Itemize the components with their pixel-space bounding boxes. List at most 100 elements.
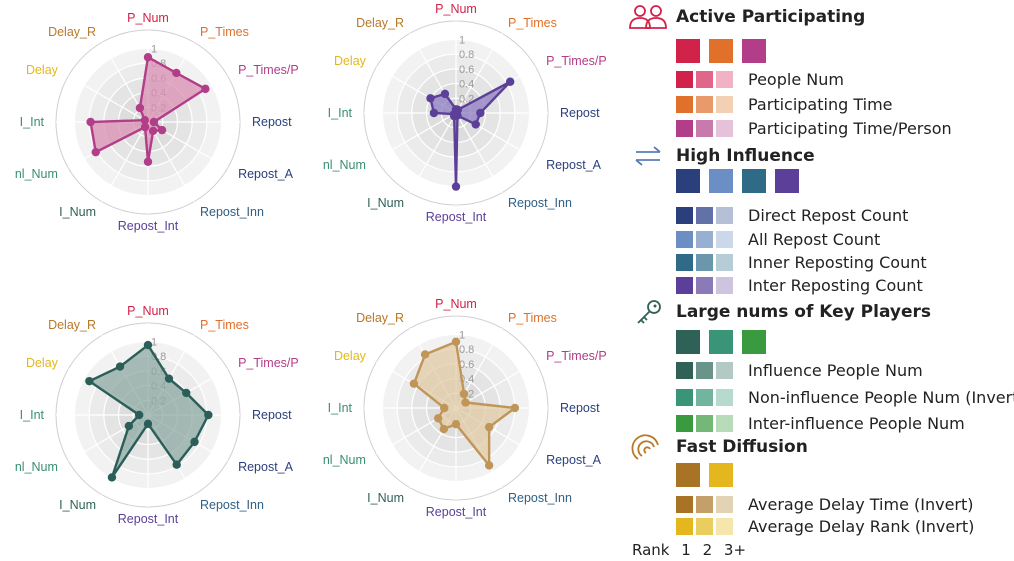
legend-metric-row: All Repost Count [676, 229, 881, 249]
axis-label: Repost_Int [118, 512, 179, 526]
axis-label: Repost_Int [426, 505, 487, 519]
rank-value: 1 [681, 541, 691, 559]
rank-1-swatch [676, 495, 693, 513]
tick-label: 0.6 [459, 359, 474, 371]
legend-section-title: Active Participating [676, 7, 866, 27]
axis-label: P_Times [508, 311, 557, 325]
data-point [476, 108, 485, 118]
rank-1-swatch [676, 70, 693, 88]
color-swatch [709, 330, 733, 354]
data-point [510, 403, 520, 413]
arrows-exchange-icon [635, 146, 661, 166]
axis-label: Delay [334, 349, 367, 363]
ripple-icon [631, 434, 659, 460]
rank-1-swatch [676, 95, 693, 113]
data-point [115, 362, 125, 371]
people-icon [629, 5, 667, 29]
rank-3-swatch [716, 517, 733, 535]
data-point [505, 77, 515, 86]
data-point [449, 109, 459, 119]
legend-metric-row: Inter-influence People Num [676, 414, 965, 433]
grid-spoke [455, 361, 536, 409]
tick-label: 0.8 [459, 49, 474, 61]
axis-label: Repost_Int [426, 210, 487, 224]
data-point [451, 337, 461, 346]
rank-2-swatch [696, 414, 713, 432]
legend-panel: Active Participating People Num Particip… [622, 0, 1014, 561]
data-point [143, 157, 153, 166]
legend-section-active: Active Participating [626, 2, 865, 32]
main-color-swatches [676, 39, 775, 63]
axis-label: I_Num [367, 491, 404, 505]
rank-2-swatch [696, 276, 713, 294]
legend-section-title: Fast Diffusion [676, 437, 808, 457]
radar-chart: 10.80.60.40.2P_NumP_TimesP_Times/PRepost… [323, 297, 607, 519]
data-point [86, 117, 95, 127]
metric-label: All Repost Count [748, 229, 881, 249]
rank-3-swatch [716, 253, 733, 271]
tick-label: 1 [151, 336, 157, 348]
rank-1-swatch [676, 276, 693, 294]
data-point [85, 376, 94, 386]
data-point [451, 419, 461, 429]
axis-label: P_Times/P [546, 349, 607, 363]
axis-label: nl_Num [323, 453, 366, 467]
axis-label: P_Num [127, 304, 169, 318]
axis-label: P_Times [200, 318, 249, 332]
color-swatch [709, 463, 733, 487]
grid-spoke [455, 33, 503, 114]
metric-label: Average Delay Time (Invert) [748, 494, 974, 514]
rank-2-swatch [696, 388, 713, 406]
rank-3-swatch [716, 414, 733, 432]
axis-label: I_Int [20, 115, 45, 129]
grid-spoke [68, 75, 149, 123]
axis-label: Repost_Inn [508, 196, 572, 210]
color-swatch [742, 330, 766, 354]
axis-label: I_Int [328, 401, 353, 415]
rank-value: 3+ [723, 541, 747, 559]
axis-label: Repost_Inn [200, 498, 264, 512]
axis-label: Repost [560, 401, 600, 415]
axis-label: P_Times/P [238, 63, 299, 77]
rank-1-swatch [676, 253, 693, 271]
axis-label: P_Times [200, 25, 249, 39]
rank-3-swatch [716, 361, 733, 379]
rank-3-swatch [716, 230, 733, 248]
axis-label: Repost_Inn [200, 205, 264, 219]
color-swatch [676, 39, 700, 63]
color-swatch [709, 169, 733, 193]
axis-label: Delay_R [356, 16, 404, 30]
axis-label: P_Times [508, 16, 557, 30]
metric-label: Average Delay Rank (Invert) [748, 516, 975, 536]
data-point [172, 68, 181, 78]
data-point [471, 120, 480, 129]
rank-2-swatch [696, 70, 713, 88]
data-point [484, 461, 494, 470]
data-point [164, 374, 174, 383]
rank-label: Rank [632, 541, 670, 559]
radar-chart: 10.80.60.40.2P_NumP_TimesP_Times/PRepost… [15, 304, 299, 526]
axis-label: Repost_Inn [508, 491, 572, 505]
axis-label: Delay [26, 356, 59, 370]
legend-metric-row: Average Delay Time (Invert) [676, 494, 974, 514]
rank-value: 2 [702, 541, 713, 559]
legend-metric-row: Average Delay Rank (Invert) [676, 516, 975, 536]
axis-label: Repost_Int [118, 219, 179, 233]
rank-1-swatch [676, 230, 693, 248]
data-point [201, 84, 210, 94]
axis-label: Delay_R [356, 311, 404, 325]
data-point [484, 422, 494, 432]
grid-spoke [147, 121, 195, 202]
axis-label: I_Num [59, 205, 96, 219]
color-swatch [742, 39, 766, 63]
data-point [440, 403, 449, 413]
rank-2-swatch [696, 361, 713, 379]
axis-label: P_Times/P [238, 356, 299, 370]
main-color-swatches [676, 463, 742, 487]
legend-metric-row: Participating Time [676, 95, 893, 114]
data-point [440, 89, 450, 99]
data-point [459, 389, 469, 399]
color-swatch [742, 169, 766, 193]
tick-label: 1 [459, 329, 465, 341]
axis-label: Delay_R [48, 25, 96, 39]
